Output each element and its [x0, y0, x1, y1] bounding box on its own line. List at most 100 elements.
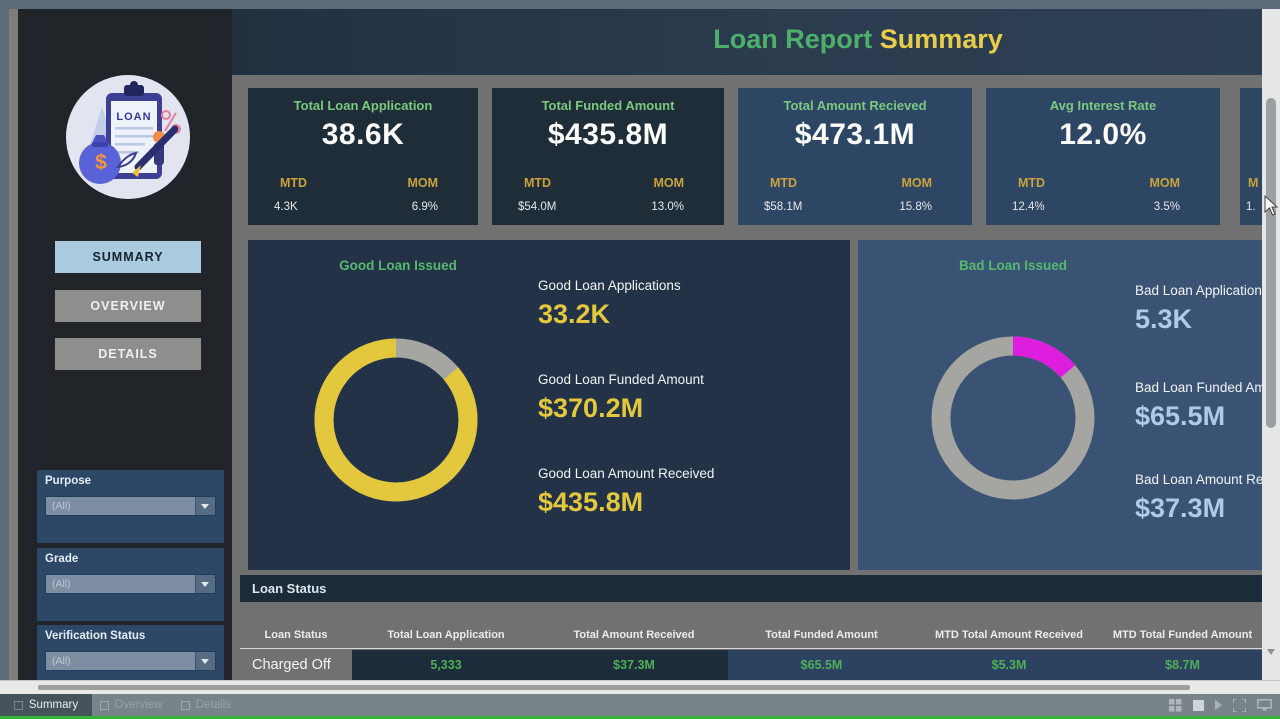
filter-verification-status: Verification Status (All) [37, 625, 224, 680]
row-cell: 5,333 [352, 650, 540, 680]
good-loan-funded-metric: Good Loan Funded Amount $370.2M [538, 372, 704, 424]
statusbar-icons [1169, 694, 1272, 716]
dashboard-content: Total Loan Application 38.6K MTD MOM 4.3K… [232, 75, 1262, 680]
kpi-card-total-amount-received: Total Amount Recieved $473.1M MTD MOM $58… [738, 88, 972, 225]
bad-loan-funded-metric: Bad Loan Funded Amount $65.5M [1135, 380, 1262, 432]
mom-label: MOM [901, 176, 932, 190]
row-cell: $65.5M [728, 650, 915, 680]
metric-value: $435.8M [538, 487, 644, 517]
mtd-label: MTD [524, 176, 552, 190]
tab-label: Details [195, 699, 232, 711]
logo-loan-text: LOAN [116, 111, 152, 123]
window-frame-edge [9, 9, 18, 680]
tab-details[interactable]: Details [170, 694, 242, 716]
tab-summary[interactable]: Summary [0, 694, 92, 716]
bad-loan-received-metric: Bad Loan Amount Received $37.3M [1135, 472, 1262, 524]
dashboard-header: Loan Report Summary [232, 9, 1262, 75]
horizontal-scrollbar-thumb[interactable] [38, 685, 1190, 690]
metric-value: $37.3M [1135, 493, 1226, 523]
sidebar-item-summary[interactable]: SUMMARY [55, 241, 201, 273]
metric-label: Good Loan Funded Amount [538, 372, 704, 387]
mom-label: MOM [1149, 176, 1180, 190]
chevron-down-icon[interactable] [195, 575, 215, 593]
page-title-primary: Loan Report [713, 24, 873, 54]
filter-purpose-value: (All) [52, 500, 71, 512]
kpi-value: $473.1M [794, 118, 916, 151]
page-title: Loan Report Summary [558, 24, 1158, 55]
column-header[interactable]: MTD Total Funded Amount [1112, 629, 1253, 641]
mtd-label: MTD [770, 176, 798, 190]
metric-value: 33.2K [538, 299, 611, 329]
sidebar-item-details[interactable]: DETAILS [55, 338, 201, 370]
mom-value: 6.9% [411, 201, 438, 213]
sheet-icon [180, 700, 190, 710]
filmstrip-view-icon[interactable] [1193, 699, 1204, 711]
column-header[interactable]: Loan Status [264, 629, 328, 641]
mom-label: MOM [653, 176, 684, 190]
bad-loan-title: Bad Loan Issued [958, 258, 1068, 273]
filter-purpose: Purpose (All) [37, 470, 224, 543]
filter-verification-dropdown[interactable]: (All) [45, 651, 216, 671]
row-cell: $37.3M [540, 650, 728, 680]
kpi-card-avg-interest-rate: Avg Interest Rate 12.0% MTD MOM 12.4% 3.5% [986, 88, 1220, 225]
column-header[interactable]: Total Funded Amount [765, 629, 878, 641]
metric-label: Good Loan Amount Received [538, 466, 715, 481]
kpi-title: Avg Interest Rate [1049, 98, 1157, 113]
kpi-card-partial-clipped: M 1. [1240, 88, 1262, 225]
tab-label: Overview [114, 699, 163, 711]
bad-loan-applications-metric: Bad Loan Applications 5.3K [1135, 283, 1262, 335]
presentation-display-icon[interactable] [1257, 699, 1272, 711]
partial-mom-label: M [1248, 176, 1259, 190]
scroll-down-arrow-icon[interactable] [1267, 649, 1275, 655]
column-header[interactable]: Total Loan Application [387, 629, 505, 641]
page-title-secondary: Summary [879, 24, 1003, 54]
horizontal-scrollbar[interactable] [0, 680, 1280, 694]
mtd-value: 4.3K [274, 201, 298, 213]
progress-strip [0, 716, 1280, 719]
filter-purpose-dropdown[interactable]: (All) [45, 496, 216, 516]
table-row[interactable]: Charged Off 5,333 $37.3M $65.5M $5.3M $8… [240, 650, 1262, 680]
vertical-scrollbar[interactable] [1262, 9, 1280, 680]
good-loan-percent: 86.2% [306, 515, 486, 570]
filter-grade-value: (All) [52, 578, 71, 590]
filter-purpose-label: Purpose [45, 475, 92, 487]
good-loan-applications-metric: Good Loan Applications 33.2K [538, 278, 681, 330]
presentation-play-icon[interactable] [1215, 700, 1222, 710]
kpi-value: 38.6K [321, 118, 405, 151]
chevron-down-icon[interactable] [195, 652, 215, 670]
metric-label: Bad Loan Applications [1135, 283, 1262, 298]
vertical-scrollbar-thumb[interactable] [1266, 98, 1276, 428]
metric-value: $65.5M [1135, 401, 1226, 431]
filter-verification-value: (All) [52, 655, 71, 667]
grid-view-icon[interactable] [1169, 698, 1182, 712]
filter-grade-label: Grade [45, 553, 79, 565]
loan-logo: LOAN $ [62, 71, 194, 203]
kpi-value: $435.8M [547, 118, 669, 151]
mom-value: 13.0% [651, 201, 684, 213]
column-header[interactable]: MTD Total Amount Received [935, 629, 1083, 641]
good-loan-title: Good Loan Issued [339, 258, 457, 273]
bad-loan-donut-chart[interactable]: 13.8% [923, 328, 1103, 508]
good-loan-donut-chart[interactable]: 86.2% [306, 330, 486, 510]
filter-grade-dropdown[interactable]: (All) [45, 574, 216, 594]
fullscreen-icon[interactable] [1233, 698, 1246, 712]
metric-label: Bad Loan Amount Received [1135, 472, 1262, 487]
sheet-tab-bar: Summary Overview Details [0, 694, 1280, 716]
sidebar-item-overview[interactable]: OVERVIEW [55, 290, 201, 322]
mom-value: 15.8% [899, 201, 932, 213]
bad-loan-percent: 13.8% [923, 513, 1103, 570]
mouse-cursor [1264, 195, 1279, 216]
mom-value: 3.5% [1153, 201, 1180, 213]
good-loan-received-metric: Good Loan Amount Received $435.8M [538, 466, 714, 518]
logo-dollar-sign: $ [95, 151, 107, 174]
kpi-title: Total Funded Amount [541, 98, 675, 113]
chevron-down-icon[interactable] [195, 497, 215, 515]
filter-grade: Grade (All) [37, 548, 224, 621]
tab-label: Summary [28, 699, 79, 711]
sheet-icon [13, 700, 23, 710]
metric-label: Bad Loan Funded Amount [1135, 380, 1262, 395]
kpi-card-total-loan-application: Total Loan Application 38.6K MTD MOM 4.3K… [248, 88, 478, 225]
column-header[interactable]: Total Amount Received [573, 629, 695, 641]
tab-overview[interactable]: Overview [92, 694, 170, 716]
